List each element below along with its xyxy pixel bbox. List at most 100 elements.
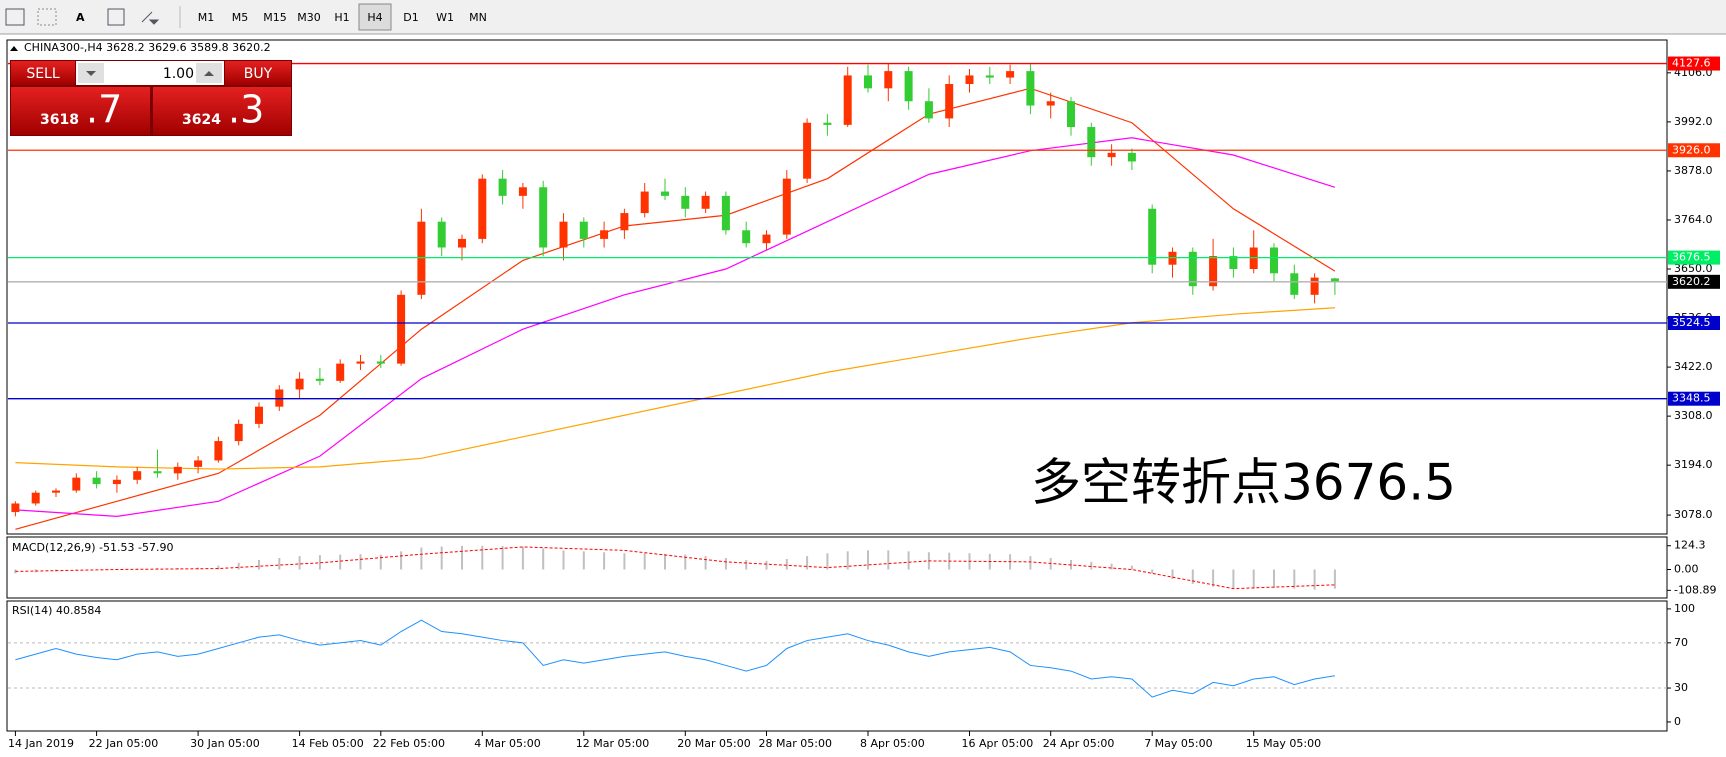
buy-price-main[interactable]: 3624 <box>182 112 221 128</box>
timeframe[interactable]: M30 <box>297 11 321 24</box>
timeframe[interactable]: H4 <box>367 11 382 24</box>
candle-body <box>539 187 548 248</box>
timeframe[interactable]: MN <box>469 11 487 24</box>
macd-bar <box>623 553 626 570</box>
timeframe[interactable]: H1 <box>334 11 349 24</box>
candle-body <box>72 477 81 491</box>
y-tick-label: 3878.0 <box>1674 164 1713 177</box>
macd-bar <box>1293 569 1296 589</box>
icon-arrows[interactable] <box>141 11 160 25</box>
candle-body <box>945 84 954 119</box>
y-tick-label: 3764.0 <box>1674 213 1713 226</box>
timeframe[interactable]: M5 <box>232 11 249 24</box>
macd-bar <box>1090 561 1093 570</box>
chart-header: CHINA300-,H4 3628.2 3629.6 3589.8 3620.2 <box>24 41 271 54</box>
level-label: 3620.2 <box>1672 275 1711 288</box>
macd-bar <box>440 546 443 570</box>
icon-text[interactable]: A <box>76 11 85 24</box>
candle-body <box>336 363 345 381</box>
candle-body <box>782 178 791 235</box>
y-tick-label: 124.3 <box>1674 539 1706 552</box>
candle-body <box>640 191 649 214</box>
candle-body <box>295 378 304 390</box>
macd-bar <box>724 558 727 570</box>
candle-body <box>133 471 142 480</box>
level-label: 3926.0 <box>1672 143 1711 156</box>
macd-bar <box>1212 569 1215 587</box>
macd-bar <box>1110 563 1113 570</box>
level-label-bg <box>1668 250 1720 265</box>
timeframes: M1 M5 M15 M30 H1 H4 D1 W1 MN <box>198 3 487 31</box>
x-tick-label: 7 May 05:00 <box>1144 737 1212 750</box>
y-tick-label: 3308.0 <box>1674 409 1713 422</box>
sell-button[interactable] <box>11 61 75 85</box>
macd-bar <box>907 551 910 570</box>
macd-bar <box>420 547 423 570</box>
candle-body <box>1046 101 1055 106</box>
x-tick-label: 4 Mar 05:00 <box>474 737 540 750</box>
x-tick-label: 20 Mar 05:00 <box>677 737 750 750</box>
candle-body <box>315 378 324 381</box>
candle-body <box>1310 277 1319 295</box>
x-tick-label: 8 Apr 05:00 <box>860 737 925 750</box>
macd-bar <box>806 556 809 570</box>
macd-bar <box>1232 569 1235 589</box>
candle-body <box>1067 101 1075 128</box>
volume[interactable]: 1.00 <box>163 66 194 82</box>
candle-body <box>823 122 832 125</box>
icon-grid[interactable] <box>37 8 57 26</box>
icon-crosshair[interactable] <box>5 8 25 26</box>
candle-body <box>620 213 629 231</box>
timeframe-active[interactable] <box>358 3 392 31</box>
timeframe[interactable]: D1 <box>403 11 418 24</box>
sell-price-frac[interactable]: .7 <box>86 88 122 132</box>
macd-bar <box>521 546 524 570</box>
macd-bar <box>237 562 240 570</box>
arrow-up <box>204 71 214 76</box>
candle-body <box>965 75 974 85</box>
macd-panel <box>6 536 1668 599</box>
timeframe[interactable]: M15 <box>263 11 287 24</box>
buy-text[interactable]: BUY <box>244 66 273 82</box>
sell-text[interactable]: SELL <box>26 66 60 82</box>
macd-bar <box>217 565 220 570</box>
macd-bar <box>826 553 829 570</box>
macd-bar <box>1252 569 1255 589</box>
macd-bar <box>481 545 484 570</box>
macd-bar <box>1333 569 1336 589</box>
candle-body <box>600 230 609 239</box>
level-label-bg <box>1668 143 1720 158</box>
buy-price-box[interactable] <box>153 87 291 135</box>
sell-price-main[interactable]: 3618 <box>40 112 79 128</box>
macd-bar <box>461 545 463 570</box>
candle-body <box>31 492 40 504</box>
level-label: 3348.5 <box>1672 392 1711 405</box>
trade-panel: SELL 1.00 BUY 3618 .7 3624 .3 <box>10 60 292 136</box>
candle-body <box>397 294 406 364</box>
sell-price-box[interactable] <box>11 87 150 135</box>
candle-body <box>437 221 446 248</box>
macd-bar <box>643 553 646 570</box>
x-tick-label: 22 Jan 05:00 <box>89 737 159 750</box>
y-tick-label: 0.00 <box>1674 563 1699 576</box>
macd-bar <box>359 554 362 570</box>
candle-body <box>924 101 933 119</box>
toolbar-icons: A <box>5 6 181 28</box>
macd-bar <box>603 552 606 570</box>
macd-bar <box>664 553 666 570</box>
x-tick-label: 28 Mar 05:00 <box>759 737 832 750</box>
icon-label[interactable] <box>107 8 125 26</box>
macd-bar <box>379 554 382 570</box>
buy-button[interactable] <box>225 61 291 85</box>
buy-price-frac[interactable]: .3 <box>228 88 264 132</box>
rsi-line <box>15 619 1335 698</box>
candle-body <box>721 195 730 231</box>
timeframe[interactable]: M1 <box>198 11 215 24</box>
timeframe[interactable]: W1 <box>436 11 454 24</box>
arrow-down <box>86 71 96 76</box>
x-tick-label: 15 May 05:00 <box>1246 737 1321 750</box>
macd-bar <box>1130 565 1133 570</box>
x-tick-label: 14 Feb 05:00 <box>292 737 364 750</box>
macd-bar <box>542 548 545 570</box>
candle-body <box>1148 208 1157 265</box>
